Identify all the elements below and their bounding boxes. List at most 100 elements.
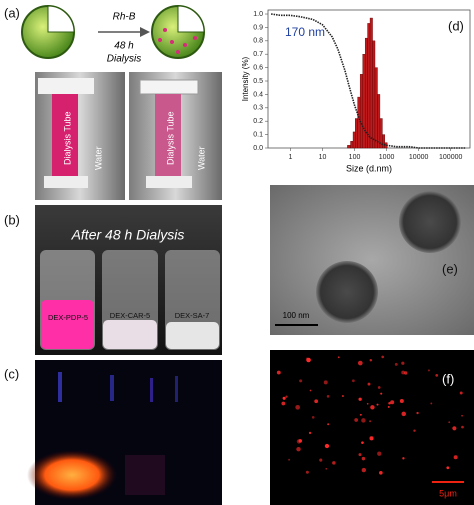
bar [377,94,381,149]
caption: After 48 h Dialysis [71,227,185,243]
fluorescent-dot [401,361,405,365]
y-tick-label: 0.2 [253,118,263,125]
panel-label: (c) [4,366,19,381]
fluorescent-dot [359,413,362,416]
fluorescent-dot [435,374,439,377]
x-tick-label: 1000 [379,154,395,161]
fluorescent-dot [370,405,375,410]
bar [355,118,358,149]
fluorescent-dot [448,421,451,424]
fluorescent-dot [430,402,433,405]
fluorescent-dot [376,403,379,406]
fluorescent-dot [402,457,405,460]
fluorescent-dot [358,453,362,457]
fluorescent-dot [361,456,366,461]
fluorescent-dot [361,441,364,445]
fluorescent-dot [377,386,381,389]
y-axis-title: Intensity (%) [241,56,250,101]
reagent: Rh-B [113,12,136,23]
bar [374,67,378,149]
bar [364,37,368,149]
fluorescent-dot [327,423,330,426]
correlation-curve [270,13,466,149]
y-tick-label: 0.6 [253,64,263,71]
chart: 0.0 0.1 0.2 0.3 0.4 0.5 0.6 0.7 0.8 0.9 1.0 1 10 100 1… [241,9,471,173]
fluorescent-dot [361,467,367,473]
fluorescent-dot [367,382,371,386]
tube-label: Dialysis Tube [62,111,72,165]
fluorescent-dot [381,355,385,359]
fluorescent-dot [401,370,406,375]
medium-label: Water [93,146,103,170]
y-tick-label: 0.9 [253,24,263,31]
x-axis-title: Size (d.nm) [346,163,392,173]
fluorescent-dot [299,379,303,383]
fluorescent-dot [309,389,312,392]
tem-image [270,185,474,335]
tube-label: Dialysis Tube [165,111,175,165]
fluorescent-dot [366,402,369,405]
fluorescent-dot [308,431,312,435]
scale-label: 5μm [439,488,457,498]
fluorescent-dot [325,467,328,470]
fluorescent-dot [296,446,301,452]
panel-label: (e) [442,261,458,276]
fluorescent-dot [319,458,323,462]
fluorescent-dot [276,370,281,375]
fluorescent-dot [427,369,431,372]
fluorescent-dot [337,356,340,359]
fluorescent-dot [461,414,463,417]
micelle-icon [21,5,205,59]
fluorescent-dot [361,418,366,423]
y-tick-label: 0.4 [253,91,263,98]
fluorescent-dot [452,426,457,431]
y-tick-label: 0.5 [253,78,263,85]
bar [379,118,383,149]
photo: Dialysis Tube Water [129,72,222,200]
y-tick-label: 0.8 [253,38,263,45]
fluorescent-dot [394,362,398,366]
x-tick-label: 100000 [439,154,462,161]
y-tick-label: 1.0 [253,11,263,18]
fluorescent-dot [413,429,416,432]
fluorescent-dot [288,458,291,461]
fluorescent-dot [446,466,450,470]
fluorescence-image [270,350,474,505]
fluorescent-dot [332,461,336,465]
fluorescent-dot [380,392,383,395]
scale-label: 100 nm [283,311,310,320]
bar [372,40,376,149]
fluorescent-dot [459,391,463,395]
fluorescent-dot [282,396,286,400]
x-tick-label: 10 [319,154,327,161]
bar [367,23,371,149]
fluorescent-dot [298,439,303,443]
fluorescent-dot [416,411,419,415]
bar [362,54,366,149]
fluorescent-dot [369,358,373,362]
fluorescent-dot [390,400,395,405]
panel-label: (b) [4,212,20,227]
fluorescent-dot [388,402,391,405]
fluorescent-dot [379,470,383,475]
fluorescent-dot [323,380,328,385]
bar [369,17,373,149]
fluorescent-dot [342,395,344,397]
x-tick-label: 100 [349,154,361,161]
fluorescent-dot [357,360,363,366]
fluorescent-dot [285,395,288,398]
bar [352,131,356,149]
panel-label: (a) [4,5,20,20]
bar [359,74,363,149]
x-tick-label: 1 [288,154,292,161]
x-tick-label: 10000 [409,154,429,161]
fluorescent-dot [369,420,372,423]
fluorescent-dot [354,418,359,422]
annotation: 170 nm [285,25,325,39]
arrow [98,27,150,37]
time: 48 h [114,41,134,52]
bar [347,145,351,149]
y-tick-label: 0.7 [253,51,263,58]
sample-label: DEX-PDP-5 [48,313,88,322]
